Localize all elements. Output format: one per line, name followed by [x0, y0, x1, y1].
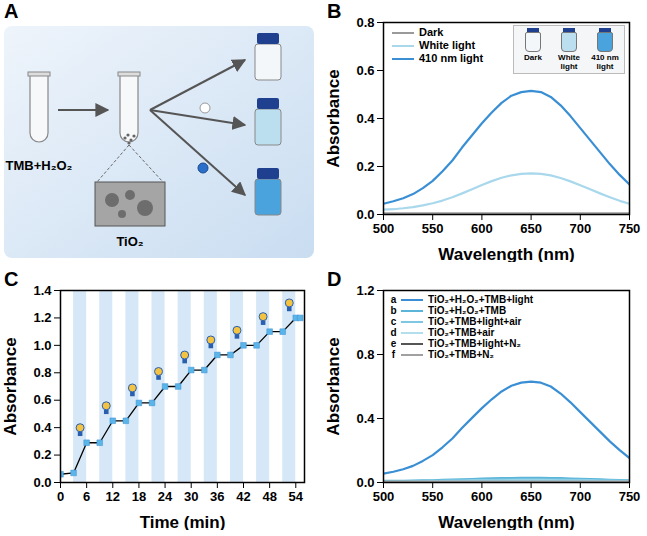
svg-text:550: 550 — [422, 221, 444, 236]
svg-text:1.4: 1.4 — [33, 283, 52, 298]
svg-text:0.6: 0.6 — [33, 392, 51, 407]
svg-text:0.0: 0.0 — [33, 475, 51, 490]
svg-text:550: 550 — [422, 489, 444, 504]
html-text:TiO₂+TMB+light+N₂: TiO₂+TMB+light+N₂ — [428, 338, 521, 349]
svg-text:Time (min): Time (min) — [140, 513, 226, 531]
svg-text:650: 650 — [520, 489, 542, 504]
svg-text:0.8: 0.8 — [33, 365, 51, 380]
svg-text:500: 500 — [373, 489, 395, 504]
html-text:White light: White light — [419, 39, 476, 51]
html-text:TiO₂+TMB+N₂: TiO₂+TMB+N₂ — [428, 349, 494, 360]
svg-text:0.8: 0.8 — [356, 347, 374, 362]
html-text:TiO₂+TMB+air: TiO₂+TMB+air — [428, 327, 495, 338]
svg-text:0.8: 0.8 — [356, 15, 374, 30]
svg-text:0.2: 0.2 — [356, 159, 374, 174]
svg-text:0.4: 0.4 — [356, 111, 375, 126]
html-text:A: A — [4, 0, 19, 22]
svg-text:1.2: 1.2 — [33, 310, 51, 325]
svg-text:Wavelength (nm): Wavelength (nm) — [438, 513, 574, 531]
html-text:Dark: Dark — [419, 26, 444, 38]
svg-text:700: 700 — [569, 221, 591, 236]
svg-text:24: 24 — [158, 489, 173, 504]
svg-text:TiO₂: TiO₂ — [116, 234, 143, 249]
html-text:D: D — [327, 268, 342, 290]
html-text:c: c — [390, 316, 397, 327]
svg-text:Absorbance: Absorbance — [324, 337, 343, 435]
svg-text:700: 700 — [569, 489, 591, 504]
svg-text:18: 18 — [132, 489, 146, 504]
svg-text:650: 650 — [520, 221, 542, 236]
svg-text:6: 6 — [83, 489, 90, 504]
svg-text:750: 750 — [619, 489, 641, 504]
svg-text:30: 30 — [184, 489, 198, 504]
html-text:e: e — [390, 338, 397, 349]
svg-text:0.4: 0.4 — [33, 420, 52, 435]
svg-text:TMB+H₂O₂: TMB+H₂O₂ — [6, 158, 73, 173]
svg-text:48: 48 — [262, 489, 276, 504]
svg-text:0.2: 0.2 — [33, 447, 51, 462]
svg-text:36: 36 — [210, 489, 224, 504]
html-text:f: f — [391, 349, 396, 360]
svg-text:600: 600 — [471, 221, 493, 236]
svg-text:0.0: 0.0 — [356, 207, 374, 222]
html-text:a: a — [390, 294, 397, 305]
svg-text:0.4: 0.4 — [356, 411, 375, 426]
svg-text:500: 500 — [373, 221, 395, 236]
html-text:TiO₂+H₂O₂+TMB: TiO₂+H₂O₂+TMB — [428, 305, 507, 316]
html-text:TiO₂+H₂O₂+TMB+light: TiO₂+H₂O₂+TMB+light — [428, 294, 534, 305]
svg-text:0: 0 — [57, 489, 64, 504]
svg-text:1.2: 1.2 — [356, 283, 374, 298]
html-text:d: d — [390, 327, 397, 338]
html-text:B: B — [327, 0, 342, 22]
svg-text:42: 42 — [236, 489, 250, 504]
html-text:410 nm light: 410 nm light — [591, 53, 619, 71]
svg-text:Absorbance: Absorbance — [1, 337, 20, 435]
svg-text:54: 54 — [289, 489, 304, 504]
svg-text:0.0: 0.0 — [356, 475, 374, 490]
html-text:b: b — [390, 305, 397, 316]
html-text:White light: White light — [558, 53, 580, 71]
svg-text:Absorbance: Absorbance — [324, 69, 343, 167]
html-text:TiO₂+TMB+light+air: TiO₂+TMB+light+air — [428, 316, 522, 327]
html-text:Dark: Dark — [524, 53, 542, 62]
svg-text:750: 750 — [619, 221, 641, 236]
svg-text:600: 600 — [471, 489, 493, 504]
html-text:410 nm light: 410 nm light — [419, 52, 484, 64]
svg-text:12: 12 — [106, 489, 120, 504]
svg-text:Wavelength (nm): Wavelength (nm) — [438, 245, 574, 263]
svg-text:1.0: 1.0 — [33, 338, 51, 353]
html-text:C: C — [4, 268, 19, 290]
svg-text:0.6: 0.6 — [356, 63, 374, 78]
